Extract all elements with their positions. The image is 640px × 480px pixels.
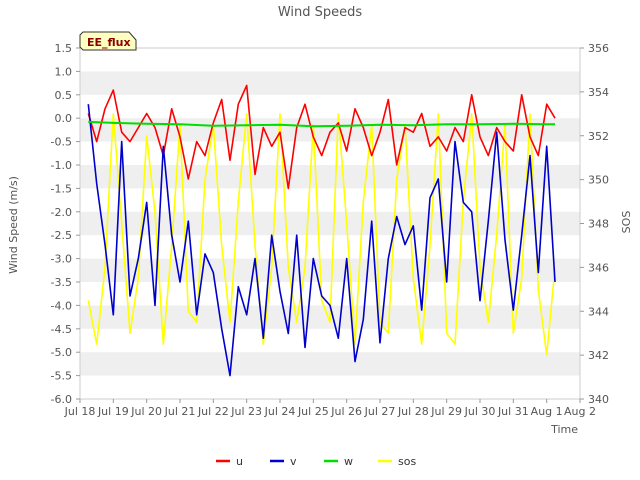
grid-band bbox=[80, 71, 580, 95]
x-tick-label: Jul 23 bbox=[230, 405, 262, 418]
y2-tick-label: 346 bbox=[588, 261, 609, 274]
y-tick-label: -1.0 bbox=[51, 159, 72, 172]
station-badge: EE_flux bbox=[79, 31, 137, 51]
y-tick-label: -5.0 bbox=[51, 346, 72, 359]
legend-label-w: w bbox=[344, 455, 353, 468]
y2-tick-label: 340 bbox=[588, 393, 609, 406]
y-tick-label: 1.5 bbox=[55, 42, 73, 55]
y-tick-label: -2.0 bbox=[51, 206, 72, 219]
y-tick-label: -0.5 bbox=[51, 136, 72, 149]
y-tick-label: -5.5 bbox=[51, 370, 72, 383]
x-tick-label: Aug 2 bbox=[564, 405, 596, 418]
y-axis-label: Wind Speed (m/s) bbox=[7, 176, 20, 274]
y-tick-label: -6.0 bbox=[51, 393, 72, 406]
x-axis-label: Time bbox=[550, 423, 578, 436]
y-tick-label: 1.0 bbox=[55, 65, 73, 78]
legend: u v w sos bbox=[216, 455, 416, 468]
series-line-w bbox=[88, 120, 555, 128]
y-axis-right: 356 354 352 350 348 346 344 342 340 bbox=[580, 42, 609, 406]
legend-label-v: v bbox=[290, 455, 297, 468]
x-tick-label: Jul 29 bbox=[430, 405, 462, 418]
y-tick-label: -1.5 bbox=[51, 182, 72, 195]
chart-title: Wind Speeds bbox=[278, 5, 363, 20]
y2-tick-label: 356 bbox=[588, 42, 609, 55]
x-axis: Jul 18 Jul 19 Jul 20 Jul 21 Jul 22 Jul 23 Jul … bbox=[64, 399, 596, 418]
x-tick-label: Jul 19 bbox=[97, 405, 129, 418]
x-tick-label: Jul 27 bbox=[364, 405, 396, 418]
y-tick-label: -4.5 bbox=[51, 323, 72, 336]
plot-background bbox=[80, 48, 580, 399]
y-tick-label: 0.5 bbox=[55, 89, 73, 102]
series-layer bbox=[87, 84, 556, 377]
series-line-u bbox=[87, 84, 556, 190]
x-tick-label: Jul 25 bbox=[297, 405, 329, 418]
x-tick-label: Jul 22 bbox=[197, 405, 229, 418]
x-tick-label: Jul 21 bbox=[164, 405, 196, 418]
y2-tick-label: 342 bbox=[588, 349, 609, 362]
y-tick-label: 0.0 bbox=[55, 112, 73, 125]
series-line-sos bbox=[87, 113, 556, 356]
x-tick-label: Jul 26 bbox=[330, 405, 362, 418]
series-line-v bbox=[87, 104, 556, 377]
y-axis-left: 1.5 1.0 0.5 0.0 -0.5 -1.0 -1.5 -2.0 -2.5 -3.0 -3.5… bbox=[51, 42, 80, 406]
legend-label-sos: sos bbox=[398, 455, 416, 468]
y-tick-label: -2.5 bbox=[51, 229, 72, 242]
y2-axis-label: SOS bbox=[620, 211, 633, 234]
y2-tick-label: 348 bbox=[588, 218, 609, 231]
grid-band bbox=[80, 258, 580, 282]
x-tick-label: Jul 18 bbox=[64, 405, 96, 418]
y2-tick-label: 350 bbox=[588, 174, 609, 187]
station-badge-label: EE_flux bbox=[87, 36, 131, 49]
y-tick-label: -3.0 bbox=[51, 253, 72, 266]
y-tick-label: -3.5 bbox=[51, 276, 72, 289]
y2-tick-label: 344 bbox=[588, 305, 609, 318]
x-tick-label: Jul 24 bbox=[264, 405, 296, 418]
y2-tick-label: 354 bbox=[588, 86, 609, 99]
station-badge-box bbox=[79, 31, 137, 51]
legend-label-u: u bbox=[236, 455, 243, 468]
x-tick-label: Jul 31 bbox=[497, 405, 529, 418]
x-tick-label: Aug 1 bbox=[531, 405, 563, 418]
y2-tick-label: 352 bbox=[588, 130, 609, 143]
y-tick-label: -4.0 bbox=[51, 299, 72, 312]
grid-band bbox=[80, 352, 580, 376]
x-tick-label: Jul 28 bbox=[397, 405, 429, 418]
x-tick-label: Jul 30 bbox=[464, 405, 496, 418]
grid-band bbox=[80, 165, 580, 189]
grid-band bbox=[80, 211, 580, 236]
x-tick-label: Jul 20 bbox=[130, 405, 162, 418]
